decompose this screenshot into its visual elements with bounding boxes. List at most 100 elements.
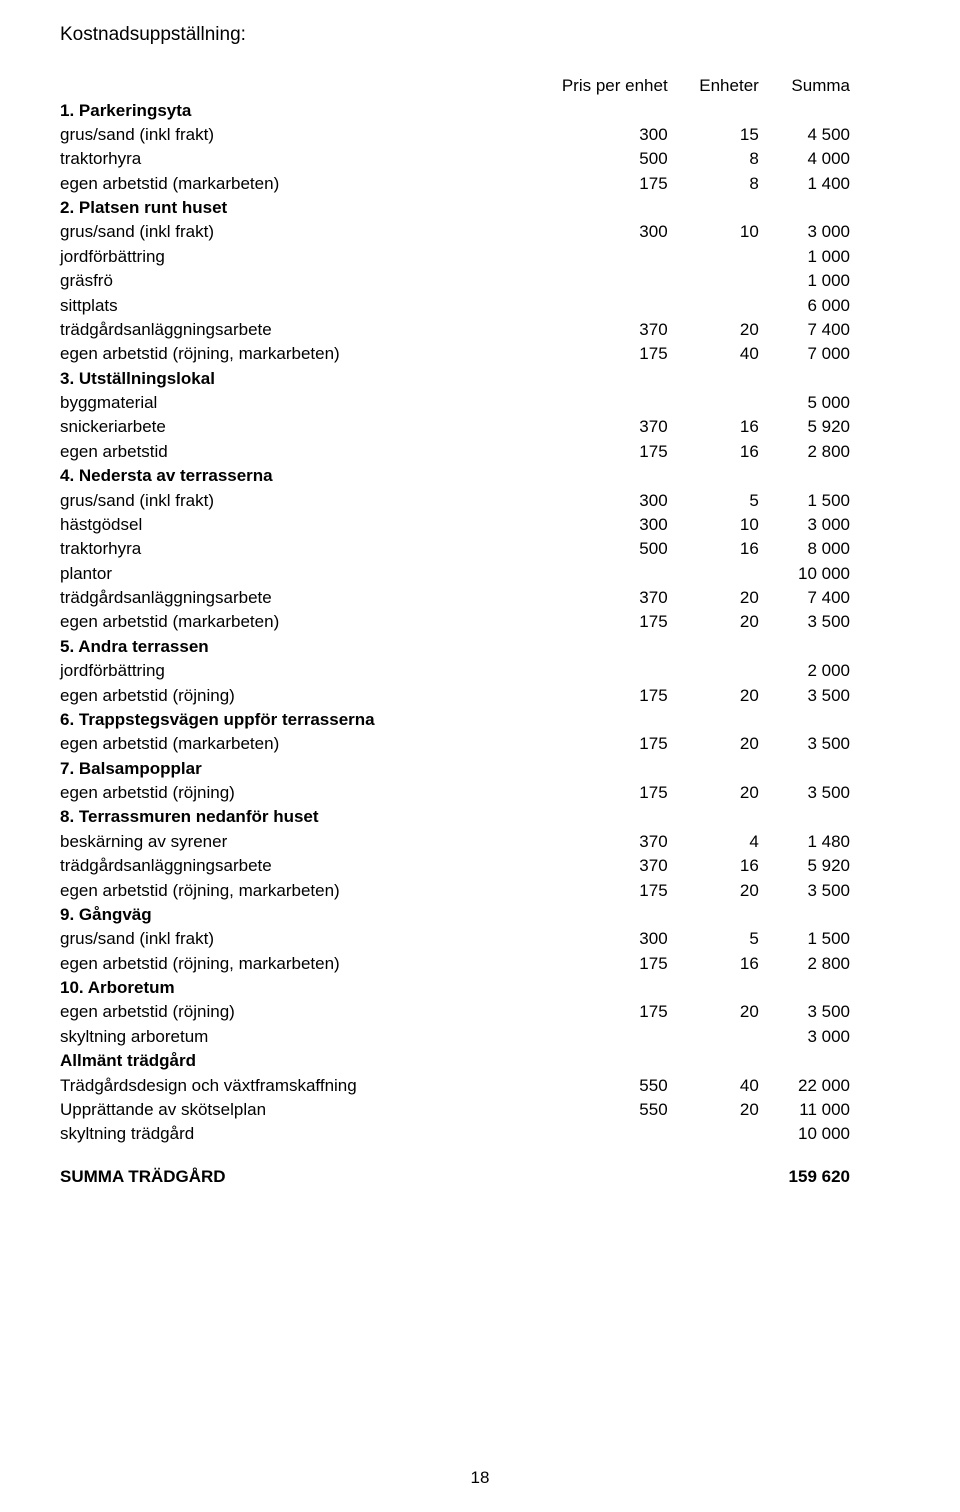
row-summa: 2 800: [759, 440, 850, 464]
row-summa: 3 500: [759, 1000, 850, 1024]
row-pris: [536, 391, 668, 415]
row-label: trädgårdsanläggningsarbete: [60, 854, 536, 878]
table-row: egen arbetstid (markarbeten)175203 500: [60, 610, 850, 634]
row-enheter: 16: [668, 854, 759, 878]
table-row: Upprättande av skötselplan5502011 000: [60, 1098, 850, 1122]
row-enheter: [668, 1025, 759, 1049]
row-pris: [536, 635, 668, 659]
row-label: Upprättande av skötselplan: [60, 1098, 536, 1122]
row-enheter: 20: [668, 732, 759, 756]
document-page: Kostnadsuppställning: Pris per enhetEnhe…: [0, 0, 960, 1512]
row-label: egen arbetstid (röjning): [60, 1000, 536, 1024]
row-summa: 3 500: [759, 878, 850, 902]
section-row: 8. Terrassmuren nedanför huset: [60, 805, 850, 829]
row-pris: 370: [536, 318, 668, 342]
row-pris: 300: [536, 927, 668, 951]
section-row: 5. Andra terrassen: [60, 635, 850, 659]
row-enheter: [668, 659, 759, 683]
row-pris: 370: [536, 415, 668, 439]
row-enheter: 10: [668, 220, 759, 244]
row-pris: [536, 98, 668, 122]
row-enheter: 20: [668, 1098, 759, 1122]
row-label: snickeriarbete: [60, 415, 536, 439]
row-enheter: 20: [668, 586, 759, 610]
table-row: skyltning trädgård10 000: [60, 1122, 850, 1146]
row-pris: 370: [536, 854, 668, 878]
table-row: beskärning av syrener37041 480: [60, 830, 850, 854]
table-row: Trädgårdsdesign och växtframskaffning550…: [60, 1073, 850, 1097]
row-pris: 500: [536, 147, 668, 171]
row-pris: 175: [536, 1000, 668, 1024]
row-summa: 5 000: [759, 391, 850, 415]
row-summa: 2 800: [759, 952, 850, 976]
row-summa: 7 400: [759, 318, 850, 342]
row-pris: 175: [536, 781, 668, 805]
row-enheter: [668, 635, 759, 659]
row-pris: 175: [536, 952, 668, 976]
row-label: egen arbetstid (röjning, markarbeten): [60, 878, 536, 902]
row-summa: [759, 708, 850, 732]
row-summa: [759, 98, 850, 122]
row-pris: 175: [536, 342, 668, 366]
row-summa: 7 400: [759, 586, 850, 610]
row-enheter: [668, 367, 759, 391]
page-number: 18: [0, 1468, 960, 1488]
row-enheter: [668, 757, 759, 781]
header-summa: Summa: [759, 74, 850, 98]
row-label: egen arbetstid (markarbeten): [60, 610, 536, 634]
row-label: egen arbetstid (röjning): [60, 781, 536, 805]
row-label: jordförbättring: [60, 659, 536, 683]
table-row: byggmaterial5 000: [60, 391, 850, 415]
row-enheter: 16: [668, 952, 759, 976]
row-summa: 1 500: [759, 927, 850, 951]
row-enheter: 16: [668, 415, 759, 439]
row-enheter: [668, 464, 759, 488]
table-row: snickeriarbete370165 920: [60, 415, 850, 439]
row-label: plantor: [60, 562, 536, 586]
table-row: egen arbetstid (röjning, markarbeten)175…: [60, 878, 850, 902]
total-summa: 159 620: [759, 1165, 850, 1189]
row-summa: 6 000: [759, 293, 850, 317]
total-label: SUMMA TRÄDGÅRD: [60, 1165, 536, 1189]
row-label: egen arbetstid (röjning, markarbeten): [60, 952, 536, 976]
section-row: 4. Nedersta av terrasserna: [60, 464, 850, 488]
row-label: egen arbetstid (röjning, markarbeten): [60, 342, 536, 366]
row-pris: [536, 367, 668, 391]
row-label: 7. Balsampopplar: [60, 757, 536, 781]
row-summa: 1 000: [759, 245, 850, 269]
section-row: Allmänt trädgård: [60, 1049, 850, 1073]
row-pris: [536, 293, 668, 317]
section-row: 7. Balsampopplar: [60, 757, 850, 781]
row-label: egen arbetstid (markarbeten): [60, 172, 536, 196]
row-summa: 1 000: [759, 269, 850, 293]
row-pris: [536, 757, 668, 781]
row-summa: 3 000: [759, 220, 850, 244]
row-label: gräsfrö: [60, 269, 536, 293]
row-enheter: 4: [668, 830, 759, 854]
row-pris: 300: [536, 220, 668, 244]
table-row: egen arbetstid (röjning)175203 500: [60, 683, 850, 707]
row-pris: 500: [536, 537, 668, 561]
row-summa: 3 000: [759, 513, 850, 537]
row-label: 6. Trappstegsvägen uppför terrasserna: [60, 708, 536, 732]
row-summa: 2 000: [759, 659, 850, 683]
table-row: egen arbetstid175162 800: [60, 440, 850, 464]
row-enheter: [668, 269, 759, 293]
row-pris: [536, 805, 668, 829]
total-row: SUMMA TRÄDGÅRD 159 620: [60, 1165, 850, 1189]
row-enheter: 20: [668, 878, 759, 902]
row-summa: 3 500: [759, 610, 850, 634]
row-enheter: 20: [668, 781, 759, 805]
row-label: 9. Gångväg: [60, 903, 536, 927]
table-row: egen arbetstid (markarbeten)175203 500: [60, 732, 850, 756]
row-label: egen arbetstid (markarbeten): [60, 732, 536, 756]
spacer-row: [60, 1147, 850, 1165]
row-pris: 175: [536, 732, 668, 756]
table-row: jordförbättring 2 000: [60, 659, 850, 683]
row-pris: [536, 708, 668, 732]
row-pris: 550: [536, 1098, 668, 1122]
row-enheter: 20: [668, 318, 759, 342]
row-enheter: [668, 293, 759, 317]
row-label: 8. Terrassmuren nedanför huset: [60, 805, 536, 829]
row-summa: 1 400: [759, 172, 850, 196]
